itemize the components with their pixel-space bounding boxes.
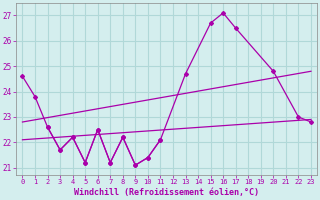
X-axis label: Windchill (Refroidissement éolien,°C): Windchill (Refroidissement éolien,°C) <box>74 188 259 197</box>
